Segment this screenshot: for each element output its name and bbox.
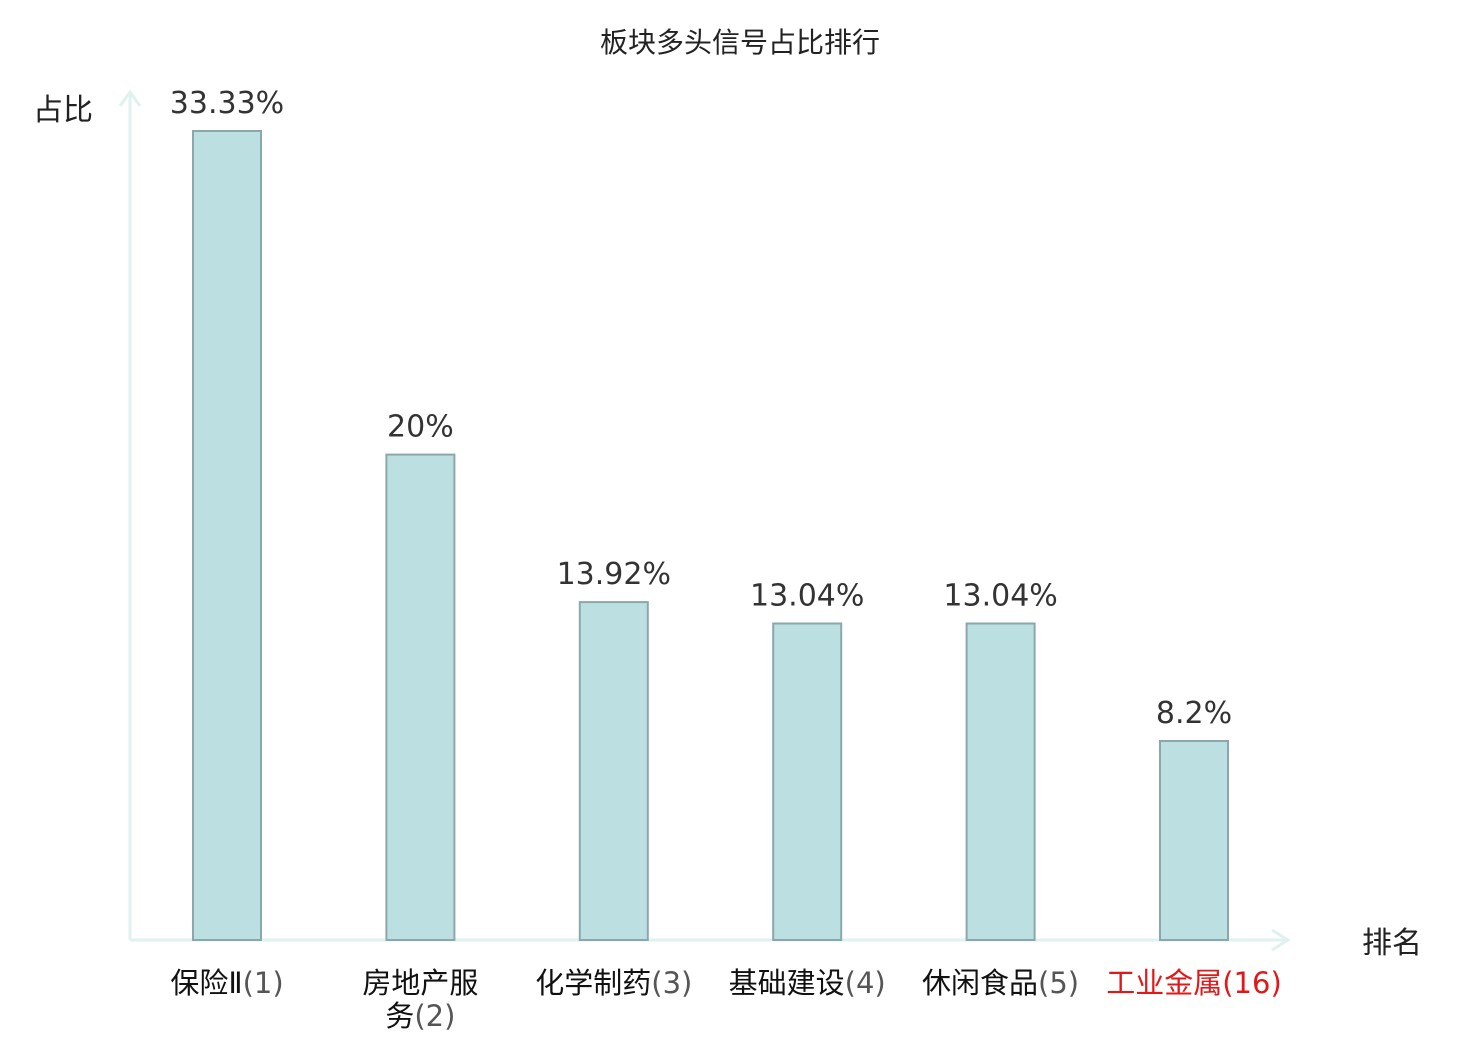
category-labels-group: 保险Ⅱ(1) 房地产服务(2) 化学制药(3) 基础建设(4) 休闲食品(5) 工业金属(… (170, 966, 1281, 1033)
category-label: 基础建设(4) (729, 966, 886, 1000)
y-axis-arrow (118, 89, 142, 107)
bar (385, 453, 456, 941)
bar-value-label: 8.2% (1156, 696, 1232, 731)
bar (965, 622, 1036, 941)
bar (1159, 740, 1229, 941)
x-axis-label: 排名 (1362, 926, 1422, 961)
bar-value-label: 13.04% (943, 579, 1057, 614)
bar-value-label: 20% (387, 410, 454, 445)
chart-title: 板块多头信号占比排行 (600, 26, 880, 59)
value-labels-group: 33.33% 20% 13.92% 13.04% 13.04% 8.2% (170, 86, 1232, 731)
category-label: 房地产服务(2) (362, 966, 478, 1033)
category-label: 休闲食品(5) (922, 966, 1079, 1000)
bar-value-label: 13.92% (557, 557, 671, 592)
category-label: 保险Ⅱ(1) (170, 966, 283, 1000)
y-axis (118, 89, 142, 940)
x-axis (130, 928, 1291, 952)
y-axis-label: 占比 (33, 93, 93, 128)
bar (772, 622, 843, 941)
bar (578, 601, 649, 941)
category-label: 化学制药(3) (535, 966, 692, 1000)
bar (192, 130, 262, 941)
bar-value-label: 33.33% (170, 86, 284, 121)
category-label: 工业金属(16) (1106, 966, 1282, 1000)
x-axis-arrow (1271, 928, 1291, 952)
bars-group (192, 130, 1229, 941)
bar-value-label: 13.04% (750, 579, 864, 614)
